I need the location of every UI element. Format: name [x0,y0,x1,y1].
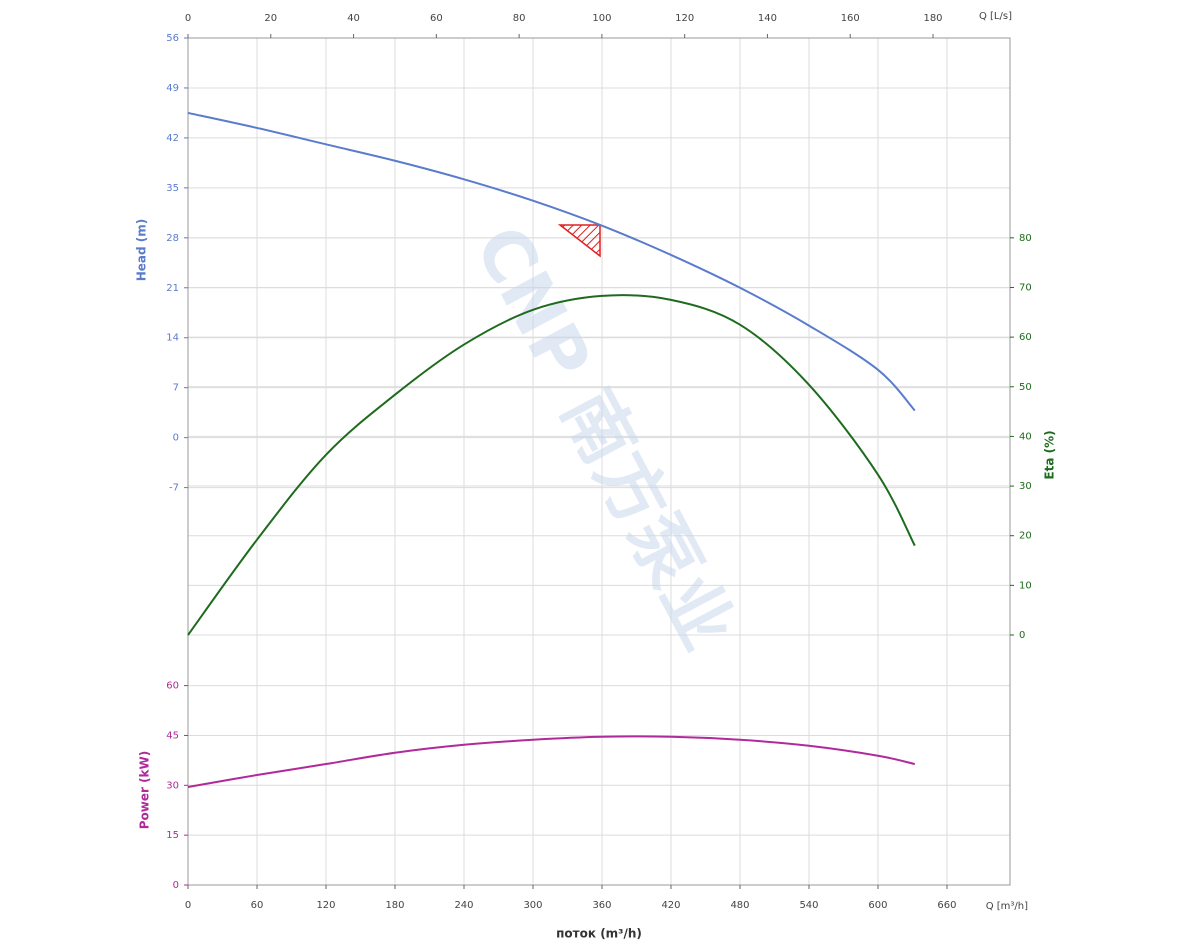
y2-tick-label: 50 [1019,382,1032,393]
curve-power [187,735,916,788]
x2-tick-label: 0 [185,13,191,24]
x-tick-label: 660 [937,900,956,911]
y-tick-label: 7 [173,383,179,394]
curve-head [187,111,916,412]
y3-axis-title: Power (kW) [138,751,152,830]
y-tick-label: 14 [166,333,179,344]
x-tick-label: 540 [799,900,818,911]
x-tick-label: 0 [185,900,191,911]
y-tick-label: 42 [166,133,179,144]
x2-tick-label: 100 [592,13,611,24]
x2-unit: Q [L/s] [979,11,1012,22]
y2-tick-label: 80 [1019,233,1032,244]
x2-tick-label: 180 [923,13,942,24]
x-tick-label: 60 [251,900,264,911]
x-tick-label: 300 [523,900,542,911]
x-axis-title: поток (m³/h) [556,927,642,941]
y-tick-label: -7 [169,483,179,494]
y3-tick-label: 0 [173,880,179,891]
plot-frame [187,37,1011,886]
x2-tick-label: 20 [264,13,277,24]
x-tick-label: 600 [868,900,887,911]
x-tick-label: 360 [592,900,611,911]
x-tick-label: 480 [730,900,749,911]
x2-tick-label: 160 [841,13,860,24]
x-tick-label: 420 [661,900,680,911]
y2-tick-label: 30 [1019,481,1032,492]
y-tick-label: 0 [173,433,179,444]
y-tick-label: 49 [166,83,179,94]
y2-tick-label: 70 [1019,282,1032,293]
y3-tick-label: 45 [166,730,179,741]
y-tick-label: 56 [166,33,179,44]
x-unit: Q [m³/h] [986,901,1028,912]
x2-tick-label: 140 [758,13,777,24]
y-tick-label: 21 [166,283,179,294]
duty-point-marker [557,224,601,258]
x2-tick-label: 60 [430,13,443,24]
x2-tick-label: 120 [675,13,694,24]
x-tick-label: 120 [316,900,335,911]
y2-tick-label: 40 [1019,431,1032,442]
y3-tick-label: 15 [166,830,179,841]
x2-tick-label: 40 [347,13,360,24]
y3-tick-label: 60 [166,681,179,692]
y-axis-title: Head (m) [135,219,149,282]
y-tick-label: 28 [166,233,179,244]
x-tick-label: 180 [385,900,404,911]
y2-axis-title: Eta (%) [1043,430,1057,479]
y2-tick-label: 10 [1019,580,1032,591]
x-tick-label: 240 [454,900,473,911]
y3-tick-label: 30 [166,780,179,791]
x2-tick-label: 80 [513,13,526,24]
y-tick-label: 35 [166,183,179,194]
y2-tick-label: 60 [1019,332,1032,343]
y2-tick-label: 20 [1019,531,1032,542]
y2-tick-label: 0 [1019,630,1025,641]
curve-eta [187,294,916,636]
